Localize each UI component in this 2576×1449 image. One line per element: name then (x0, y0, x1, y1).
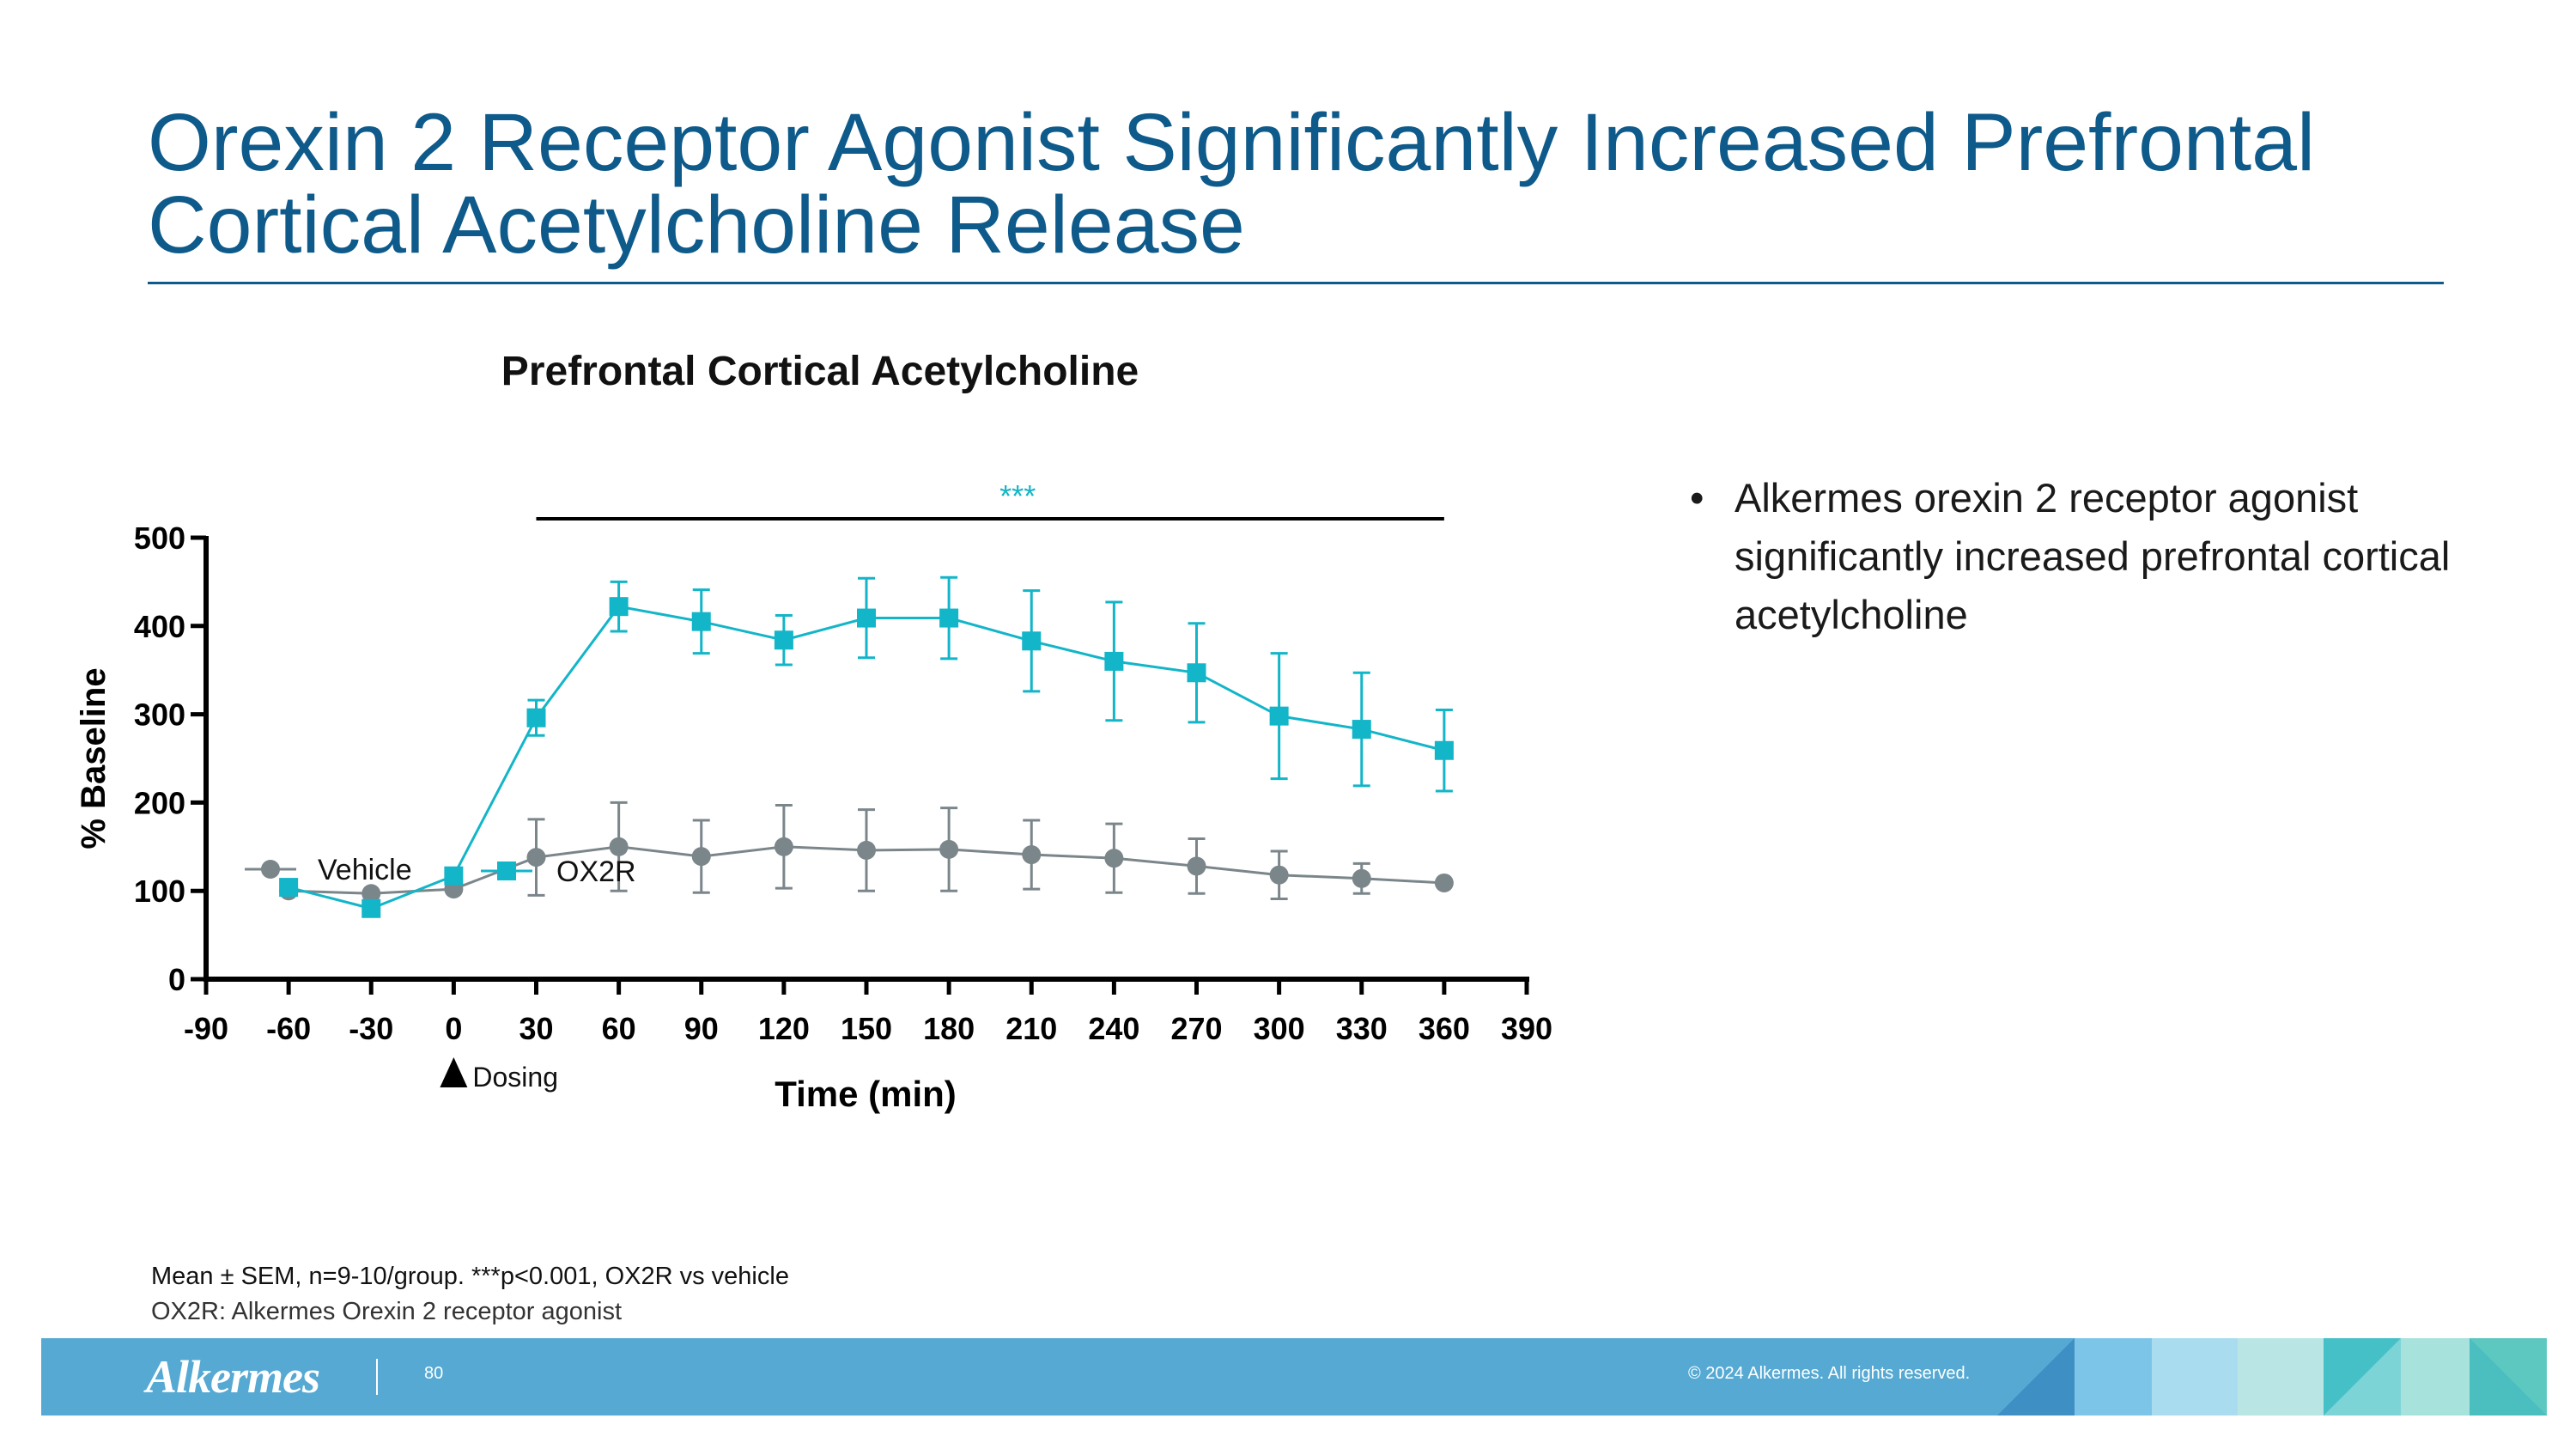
x-tick-label: -90 (184, 1011, 228, 1046)
x-tick-label: 330 (1336, 1011, 1388, 1046)
bullet-marker: • (1690, 475, 1704, 521)
legend-vehicle-label: Vehicle (318, 854, 412, 886)
vehicle-data-point (1434, 873, 1454, 892)
x-tick-label: 210 (1005, 1011, 1057, 1046)
footnote-abbreviation: OX2R: Alkermes Orexin 2 receptor agonist (151, 1298, 623, 1325)
x-tick-label: 360 (1419, 1011, 1470, 1046)
page-number: 80 (424, 1364, 444, 1383)
x-tick-label: 120 (758, 1011, 810, 1046)
ox2r-data-point (857, 608, 876, 628)
dosing-label: Dosing (472, 1062, 558, 1093)
vehicle-data-point (691, 847, 711, 867)
vehicle-data-point (774, 837, 793, 856)
significance-label: *** (999, 478, 1036, 514)
y-axis-title: % Baseline (75, 667, 112, 849)
x-tick-label: 150 (841, 1011, 892, 1046)
y-tick-label: 300 (134, 697, 185, 733)
acetylcholine-chart: Prefrontal Cortical Acetylcholine 0 100 200… (75, 349, 1552, 1114)
ox2r-data-point (939, 608, 959, 628)
ox2r-data-point (279, 878, 299, 898)
vehicle-data-point (1352, 868, 1371, 888)
vehicle-data-point (1187, 856, 1206, 876)
footer-separator (376, 1359, 378, 1395)
y-tick-label: 0 (168, 962, 185, 997)
x-tick-label: 60 (602, 1011, 636, 1046)
y-tick-label: 200 (134, 785, 185, 820)
vehicle-data-point (1104, 849, 1124, 868)
page-title: Orexin 2 Receptor Agonist Significantly … (148, 101, 2466, 266)
title-line-1: Orexin 2 Receptor Agonist Significantly … (148, 97, 2316, 188)
vehicle-data-point (609, 837, 629, 856)
legend-ox2r-label: OX2R (556, 855, 636, 888)
x-tick-label: 30 (519, 1011, 553, 1046)
dosing-arrow-icon (440, 1057, 468, 1087)
vehicle-data-point (361, 884, 381, 904)
y-tick-label: 400 (134, 609, 185, 644)
ox2r-data-point (1352, 720, 1371, 740)
bullet-point: • Alkermes orexin 2 receptor agonist sig… (1690, 469, 2542, 644)
vehicle-data-point (1269, 865, 1289, 885)
ox2r-data-point (1269, 706, 1289, 726)
footer-bar: Alkermes 80 © 2024 Alkermes. All rights … (41, 1338, 2547, 1416)
x-tick-label: -60 (266, 1011, 311, 1046)
ox2r-data-point (361, 898, 381, 918)
ox2r-data-point (609, 597, 629, 617)
x-tick-label: 180 (923, 1011, 975, 1046)
bullet-text: Alkermes orexin 2 receptor agonist signi… (1735, 475, 2451, 637)
ox2r-data-point (774, 630, 793, 650)
ox2r-data-point (1022, 631, 1042, 651)
ox2r-data-point (444, 866, 464, 886)
ox2r-data-point (1434, 740, 1454, 760)
ox2r-data-point (691, 612, 711, 631)
vehicle-data-point (526, 848, 546, 868)
x-tick-label: 240 (1088, 1011, 1139, 1046)
vehicle-data-point (1022, 845, 1042, 865)
legend-ox2r-marker (497, 861, 516, 880)
footnote-statistics: Mean ± SEM, n=9-10/group. ***p<0.001, OX… (151, 1263, 789, 1290)
x-tick-label: 270 (1170, 1011, 1222, 1046)
vehicle-data-point (939, 839, 959, 859)
title-line-2: Cortical Acetylcholine Release (148, 180, 1245, 271)
ox2r-data-point (526, 708, 546, 728)
x-tick-label: 0 (445, 1011, 462, 1046)
x-tick-label: 90 (684, 1011, 719, 1046)
x-tick-label: 300 (1254, 1011, 1305, 1046)
x-tick-label: -30 (349, 1011, 393, 1046)
footer-decoration (1997, 1338, 2547, 1416)
x-tick-label: 390 (1501, 1011, 1552, 1046)
vehicle-data-point (857, 840, 876, 860)
y-tick-label: 100 (134, 874, 185, 909)
copyright-notice: © 2024 Alkermes. All rights reserved. (1688, 1364, 1971, 1383)
y-tick-label: 500 (134, 521, 185, 556)
chart-title: Prefrontal Cortical Acetylcholine (501, 349, 1139, 394)
legend-vehicle-marker (261, 860, 280, 879)
title-divider (148, 282, 2444, 284)
alkermes-logo: Alkermes (146, 1351, 320, 1403)
ox2r-data-point (1187, 663, 1206, 683)
ox2r-data-point (1104, 651, 1124, 671)
x-axis-title: Time (min) (775, 1074, 957, 1114)
